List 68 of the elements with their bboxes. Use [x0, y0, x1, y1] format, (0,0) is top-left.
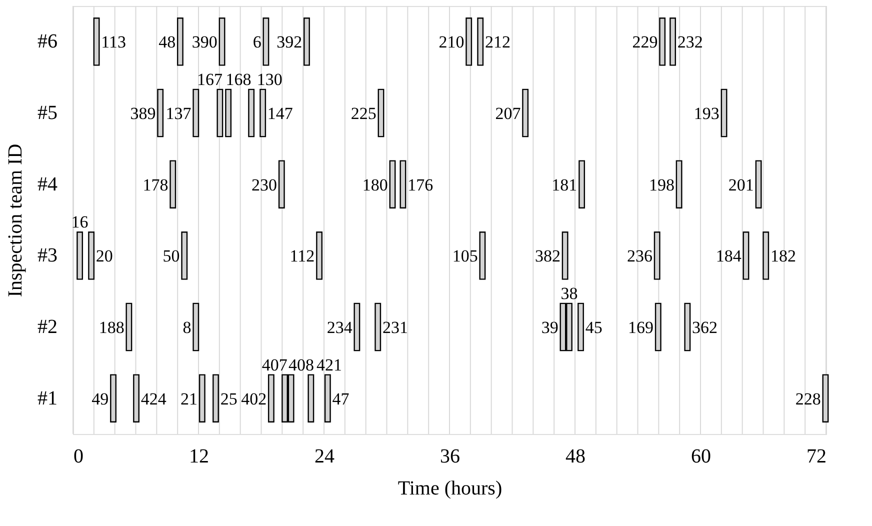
- annotation: 47: [332, 389, 350, 408]
- annotation: 48: [158, 32, 176, 52]
- annotation: 16: [71, 212, 88, 232]
- y-tick-label: #4: [38, 173, 58, 196]
- annotation: 130: [256, 70, 282, 89]
- annotation: 178: [142, 175, 168, 194]
- y-tick-label: #6: [38, 30, 58, 53]
- annotation: 229: [632, 32, 658, 52]
- annotation: 201: [728, 175, 754, 194]
- annotation: 113: [101, 32, 126, 52]
- annotation: 38: [560, 284, 578, 303]
- annotation: 49: [92, 389, 109, 408]
- annotation: 193: [694, 104, 720, 123]
- x-tick-label: 12: [189, 446, 209, 468]
- annotation: 112: [290, 246, 315, 266]
- x-tick-label: 0: [74, 446, 84, 468]
- annotation: 362: [692, 318, 718, 337]
- annotation: 212: [484, 32, 510, 52]
- annotation: 8: [182, 318, 192, 337]
- annotation: 230: [252, 175, 278, 194]
- annotation: 25: [220, 389, 238, 408]
- x-tick-label: 24: [314, 446, 334, 468]
- annotation: 182: [770, 246, 796, 266]
- annotation: 45: [585, 318, 602, 337]
- annotation: 232: [677, 32, 703, 52]
- annotation: 408: [288, 355, 314, 374]
- y-tick-label: #1: [38, 387, 58, 410]
- annotation: 234: [326, 318, 353, 337]
- annotation: 181: [552, 175, 578, 194]
- x-tick-label: 60: [691, 446, 711, 468]
- annotation: 39: [541, 318, 558, 337]
- annotation: 382: [534, 246, 560, 266]
- annotation: 147: [267, 104, 294, 123]
- y-tick-label: #2: [38, 316, 58, 338]
- annotation: 210: [438, 32, 464, 52]
- y-axis-title: Inspection team ID: [4, 144, 26, 298]
- annotation: 137: [166, 104, 192, 123]
- annotation: 105: [452, 246, 478, 266]
- annotation: 21: [180, 389, 198, 408]
- annotation: 20: [96, 246, 113, 266]
- annotation: 225: [350, 104, 376, 123]
- annotation: 402: [241, 389, 267, 408]
- annotation: 390: [192, 32, 218, 52]
- annotation: 176: [408, 175, 434, 194]
- x-tick-label: 36: [440, 446, 460, 468]
- annotation: 236: [626, 246, 652, 266]
- annotation: 231: [382, 318, 408, 337]
- annotation: 167: [197, 70, 224, 89]
- annotation: 184: [716, 246, 742, 266]
- annotation: 392: [276, 32, 302, 52]
- annotation: 389: [130, 104, 156, 123]
- annotation: 407: [262, 355, 288, 374]
- annotation: 421: [316, 355, 342, 374]
- annotation: 188: [98, 318, 124, 337]
- x-tick-label: 48: [566, 446, 586, 468]
- annotation: 50: [162, 246, 180, 266]
- annotation: 6: [252, 32, 262, 52]
- annotation: 169: [628, 318, 654, 337]
- annotation: 198: [648, 175, 674, 194]
- x-tick-label: 72: [806, 446, 826, 468]
- annotation: 207: [495, 104, 522, 123]
- y-tick-label: #3: [38, 244, 58, 267]
- annotation: 228: [795, 389, 821, 408]
- x-axis-title: Time (hours): [398, 478, 502, 500]
- y-tick-label: #5: [38, 102, 58, 124]
- annotation: 168: [226, 70, 252, 89]
- annotation: 180: [362, 175, 388, 194]
- annotation: 424: [140, 389, 167, 408]
